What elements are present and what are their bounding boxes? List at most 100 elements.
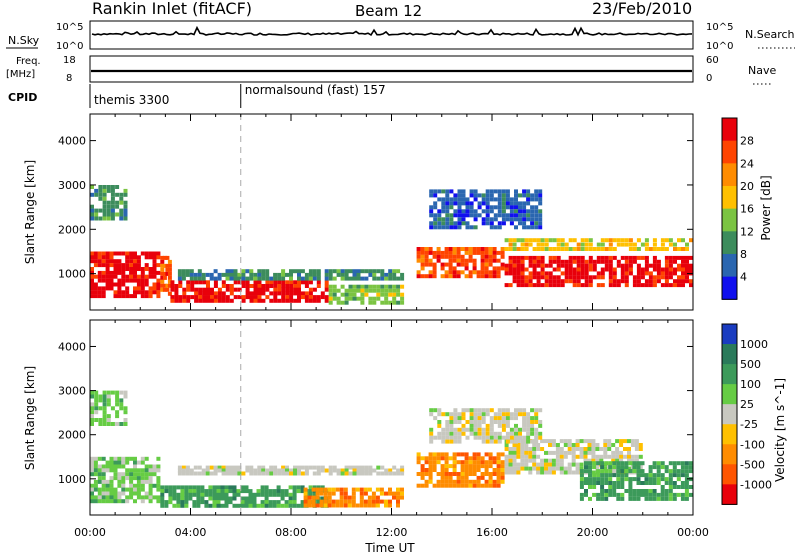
velocity-cell: [575, 470, 580, 475]
velocity-cell: [620, 473, 625, 478]
power-cell: [225, 276, 230, 281]
power-cell: [548, 275, 553, 280]
velocity-cell: [668, 496, 673, 501]
power-cell: [174, 295, 179, 300]
velocity-cell: [608, 477, 613, 482]
power-cell: [568, 271, 573, 276]
velocity-cell: [604, 473, 609, 478]
velocity-cell: [555, 447, 560, 451]
velocity-cell: [303, 503, 308, 508]
power-cell: [524, 247, 529, 251]
power-cell: [644, 283, 649, 288]
velocity-cell: [440, 456, 445, 461]
velocity-cell: [536, 462, 541, 467]
power-cell: [652, 283, 657, 288]
velocity-cell: [388, 468, 393, 473]
velocity-cell: [212, 496, 217, 501]
velocity-cell: [583, 458, 588, 463]
power-cell: [488, 262, 493, 267]
velocity-cell: [400, 495, 404, 500]
velocity-cell: [209, 465, 214, 470]
velocity-cell: [379, 499, 384, 504]
velocity-cell: [534, 435, 539, 440]
power-cell: [140, 278, 145, 283]
velocity-cell: [205, 465, 210, 470]
power-cell: [584, 238, 589, 243]
velocity-cell: [672, 496, 677, 501]
power-cell: [465, 201, 470, 206]
velocity-cell: [320, 465, 325, 470]
power-cell: [372, 272, 377, 277]
power-cell: [433, 213, 438, 218]
velocity-cell: [456, 472, 461, 476]
velocity-cell: [98, 418, 103, 422]
power-cell: [488, 270, 493, 275]
power-cell: [673, 255, 677, 260]
velocity-cell: [232, 489, 237, 494]
power-cell: [424, 247, 429, 251]
power-cell: [102, 192, 107, 197]
velocity-cell: [304, 471, 309, 476]
power-cell: [608, 247, 613, 251]
velocity-cell: [555, 450, 560, 455]
power-cell: [644, 271, 649, 276]
velocity-cell: [518, 431, 522, 436]
power-cell: [348, 276, 353, 281]
power-cell: [152, 255, 157, 260]
velocity-cell: [428, 475, 433, 480]
velocity-cell: [432, 456, 437, 461]
power-cell: [501, 193, 506, 198]
power-cell: [202, 280, 207, 285]
power-cell: [97, 255, 102, 260]
velocity-cell: [465, 408, 470, 413]
power-cell: [492, 254, 497, 259]
velocity-cell: [292, 485, 297, 490]
power-cell: [420, 258, 425, 263]
velocity-cell: [140, 479, 145, 484]
power-cell: [612, 255, 617, 260]
velocity-cell: [660, 465, 665, 470]
velocity-cell: [453, 435, 458, 440]
velocity-cell: [460, 483, 465, 488]
velocity-cell: [252, 503, 257, 508]
power-cell: [681, 255, 685, 260]
power-cell: [485, 205, 490, 210]
power-cell: [396, 269, 401, 274]
power-cell: [652, 259, 657, 264]
velocity-cell: [367, 495, 372, 500]
velocity-cell: [441, 431, 446, 436]
velocity-cell: [680, 485, 685, 489]
velocity-cell: [327, 487, 332, 492]
velocity-cell: [420, 464, 425, 469]
velocity-cell: [440, 483, 445, 488]
velocity-cell: [524, 454, 529, 459]
power-cell: [162, 283, 167, 288]
power-cell: [152, 263, 157, 268]
power-cell: [433, 205, 438, 210]
power-cell: [170, 280, 175, 285]
velocity-cell: [464, 456, 469, 461]
power-cell: [167, 259, 172, 264]
power-cell: [102, 188, 107, 193]
velocity-cell: [437, 412, 442, 417]
power-cell: [152, 251, 157, 256]
velocity-cell: [448, 475, 453, 480]
power-cell: [115, 204, 120, 209]
colorbar-tick-label: 25: [740, 398, 754, 411]
velocity-cell: [336, 468, 341, 473]
velocity-cell: [457, 439, 462, 444]
velocity-cell: [356, 471, 361, 476]
velocity-cell: [452, 460, 457, 465]
velocity-cell: [296, 489, 301, 494]
power-cell: [526, 225, 531, 230]
power-cell: [668, 259, 673, 264]
velocity-cell: [109, 491, 114, 496]
velocity-cell: [232, 492, 237, 497]
power-cell: [182, 291, 187, 296]
power-cell: [144, 255, 149, 260]
power-cell: [257, 295, 262, 300]
power-cell: [509, 209, 514, 214]
velocity-cell: [268, 489, 273, 494]
velocity-cell: [640, 481, 645, 485]
power-cell: [90, 204, 94, 209]
